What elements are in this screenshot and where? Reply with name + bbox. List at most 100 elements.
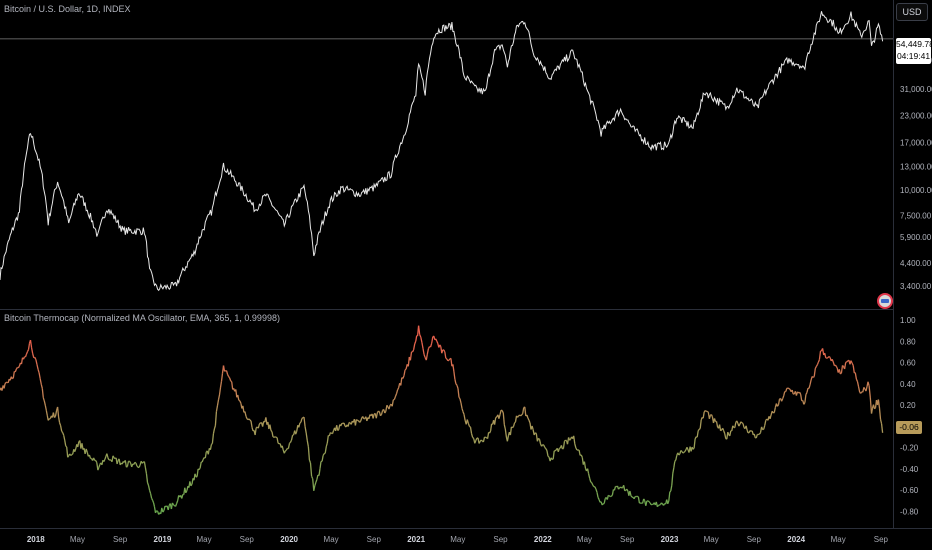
oscillator-segment <box>856 381 860 388</box>
oscillator-segment <box>246 418 249 421</box>
pane-divider[interactable] <box>0 309 893 310</box>
oscillator-segment <box>35 359 38 365</box>
oscillator-segment <box>749 429 752 432</box>
oscillator-segment <box>809 379 812 385</box>
oscillator-segment <box>138 464 141 468</box>
oscillator-segment <box>210 442 213 445</box>
oscillator-segment <box>791 389 794 395</box>
oscillator-axis[interactable]: -0.80 -0.60 -0.40 -0.20 0.20 0.40 0.60 0.80 1.00 <box>900 316 919 516</box>
oscillator-segment <box>379 413 383 417</box>
oscillator-segment <box>171 502 175 506</box>
oscillator-segment <box>521 413 524 416</box>
oscillator-segment <box>613 486 617 491</box>
oscillator-segment <box>378 410 380 413</box>
oscillator-segment <box>439 344 442 347</box>
oscillator-segment <box>569 438 572 441</box>
oscillator-segment <box>181 494 184 499</box>
oscillator-segment <box>699 419 702 429</box>
oscillator-segment <box>441 349 444 354</box>
oscillator-segment <box>41 388 44 398</box>
oscillator-segment <box>112 455 115 459</box>
oscillator-segment <box>36 364 39 370</box>
oscillator-segment <box>746 429 749 434</box>
oscillator-segment <box>788 387 791 390</box>
oscillator-segment <box>545 448 548 451</box>
oscillator-segment <box>769 414 772 420</box>
price-axis[interactable]: 3,400.00 4,400.00 5,900.00 7,500.00 10,000.0… <box>900 56 932 291</box>
oscillator-segment <box>163 505 166 511</box>
time-tick-label: 2018 <box>27 535 45 544</box>
price-tick-label: 10,000.00 <box>900 186 932 195</box>
oscillator-segment <box>285 448 288 451</box>
oscillator-segment <box>573 435 576 444</box>
oscillator-segment <box>826 357 829 359</box>
oscillator-segment <box>645 500 648 506</box>
oscillator-segment <box>10 376 13 379</box>
oscillator-segment <box>834 364 836 367</box>
oscillator-segment <box>313 485 316 491</box>
oscillator-segment <box>54 410 58 417</box>
oscillator-segment <box>740 421 743 424</box>
oscillator-segment <box>71 453 74 456</box>
oscillator-segment <box>249 419 252 422</box>
oscillator-segment <box>107 457 110 461</box>
currency-button[interactable]: USD <box>896 3 928 21</box>
oscillator-segment <box>671 473 674 486</box>
time-axis[interactable]: 2018 May Sep 2019 May Sep 2020 May Sep 2021 May Sep… <box>27 535 889 544</box>
oscillator-segment <box>550 457 553 460</box>
oscillator-segment <box>506 435 510 442</box>
oscillator-segment <box>331 430 335 434</box>
oscillator-segment <box>452 364 455 372</box>
oscillator-segment <box>443 349 446 353</box>
oscillator-segment <box>67 455 70 458</box>
oscillator-segment <box>684 449 687 452</box>
oscillator-segment <box>419 334 422 338</box>
oscillator-segment <box>204 451 207 459</box>
time-tick-label: May <box>197 535 212 544</box>
oscillator-segment <box>147 485 151 491</box>
oscillator-segment <box>423 354 426 358</box>
oscillator-segment <box>295 431 298 435</box>
oscillator-segment <box>283 450 286 454</box>
alert-icon[interactable] <box>877 293 893 309</box>
oscillator-segment <box>781 398 784 402</box>
oscillator-segment <box>459 398 462 404</box>
oscillator-segment <box>715 421 719 428</box>
oscillator-segment <box>846 360 849 363</box>
oscillator-segment <box>686 447 689 450</box>
oscillator-segment <box>828 355 831 358</box>
oscillator-segment <box>326 435 329 444</box>
oscillator-segment <box>427 346 431 350</box>
oscillator-segment <box>269 424 272 431</box>
oscillator-segment <box>806 388 809 393</box>
oscillator-segment <box>698 428 701 430</box>
oscillator-segment <box>409 351 413 361</box>
oscillator-segment <box>668 492 671 501</box>
oscillator-segment <box>276 437 279 444</box>
oscillator-segment <box>498 414 501 419</box>
oscillator-segment <box>863 386 866 390</box>
oscillator-segment <box>211 433 215 444</box>
oscillator-segment <box>660 502 664 505</box>
oscillator-segment <box>670 485 673 492</box>
time-tick-label: May <box>324 535 339 544</box>
oscillator-segment <box>447 359 450 362</box>
oscillator-segment <box>287 443 291 449</box>
oscillator-segment <box>522 407 525 414</box>
oscillator-segment <box>136 465 139 468</box>
oscillator-tick-label: -0.40 <box>900 465 919 474</box>
oscillator-segment <box>478 441 481 444</box>
oscillator-segment <box>512 426 514 429</box>
oscillator-segment <box>594 486 597 490</box>
oscillator-segment <box>629 490 632 497</box>
price-tick-label: 31,000.00 <box>900 85 932 94</box>
indicator-title: Bitcoin Thermocap (Normalized MA Oscilla… <box>4 313 280 323</box>
oscillator-segment <box>425 354 428 361</box>
oscillator-segment <box>456 385 459 389</box>
oscillator-segment <box>514 415 518 423</box>
oscillator-segment <box>824 352 827 359</box>
oscillator-segment <box>316 474 319 480</box>
oscillator-segment <box>325 442 328 447</box>
oscillator-segment <box>30 347 34 354</box>
